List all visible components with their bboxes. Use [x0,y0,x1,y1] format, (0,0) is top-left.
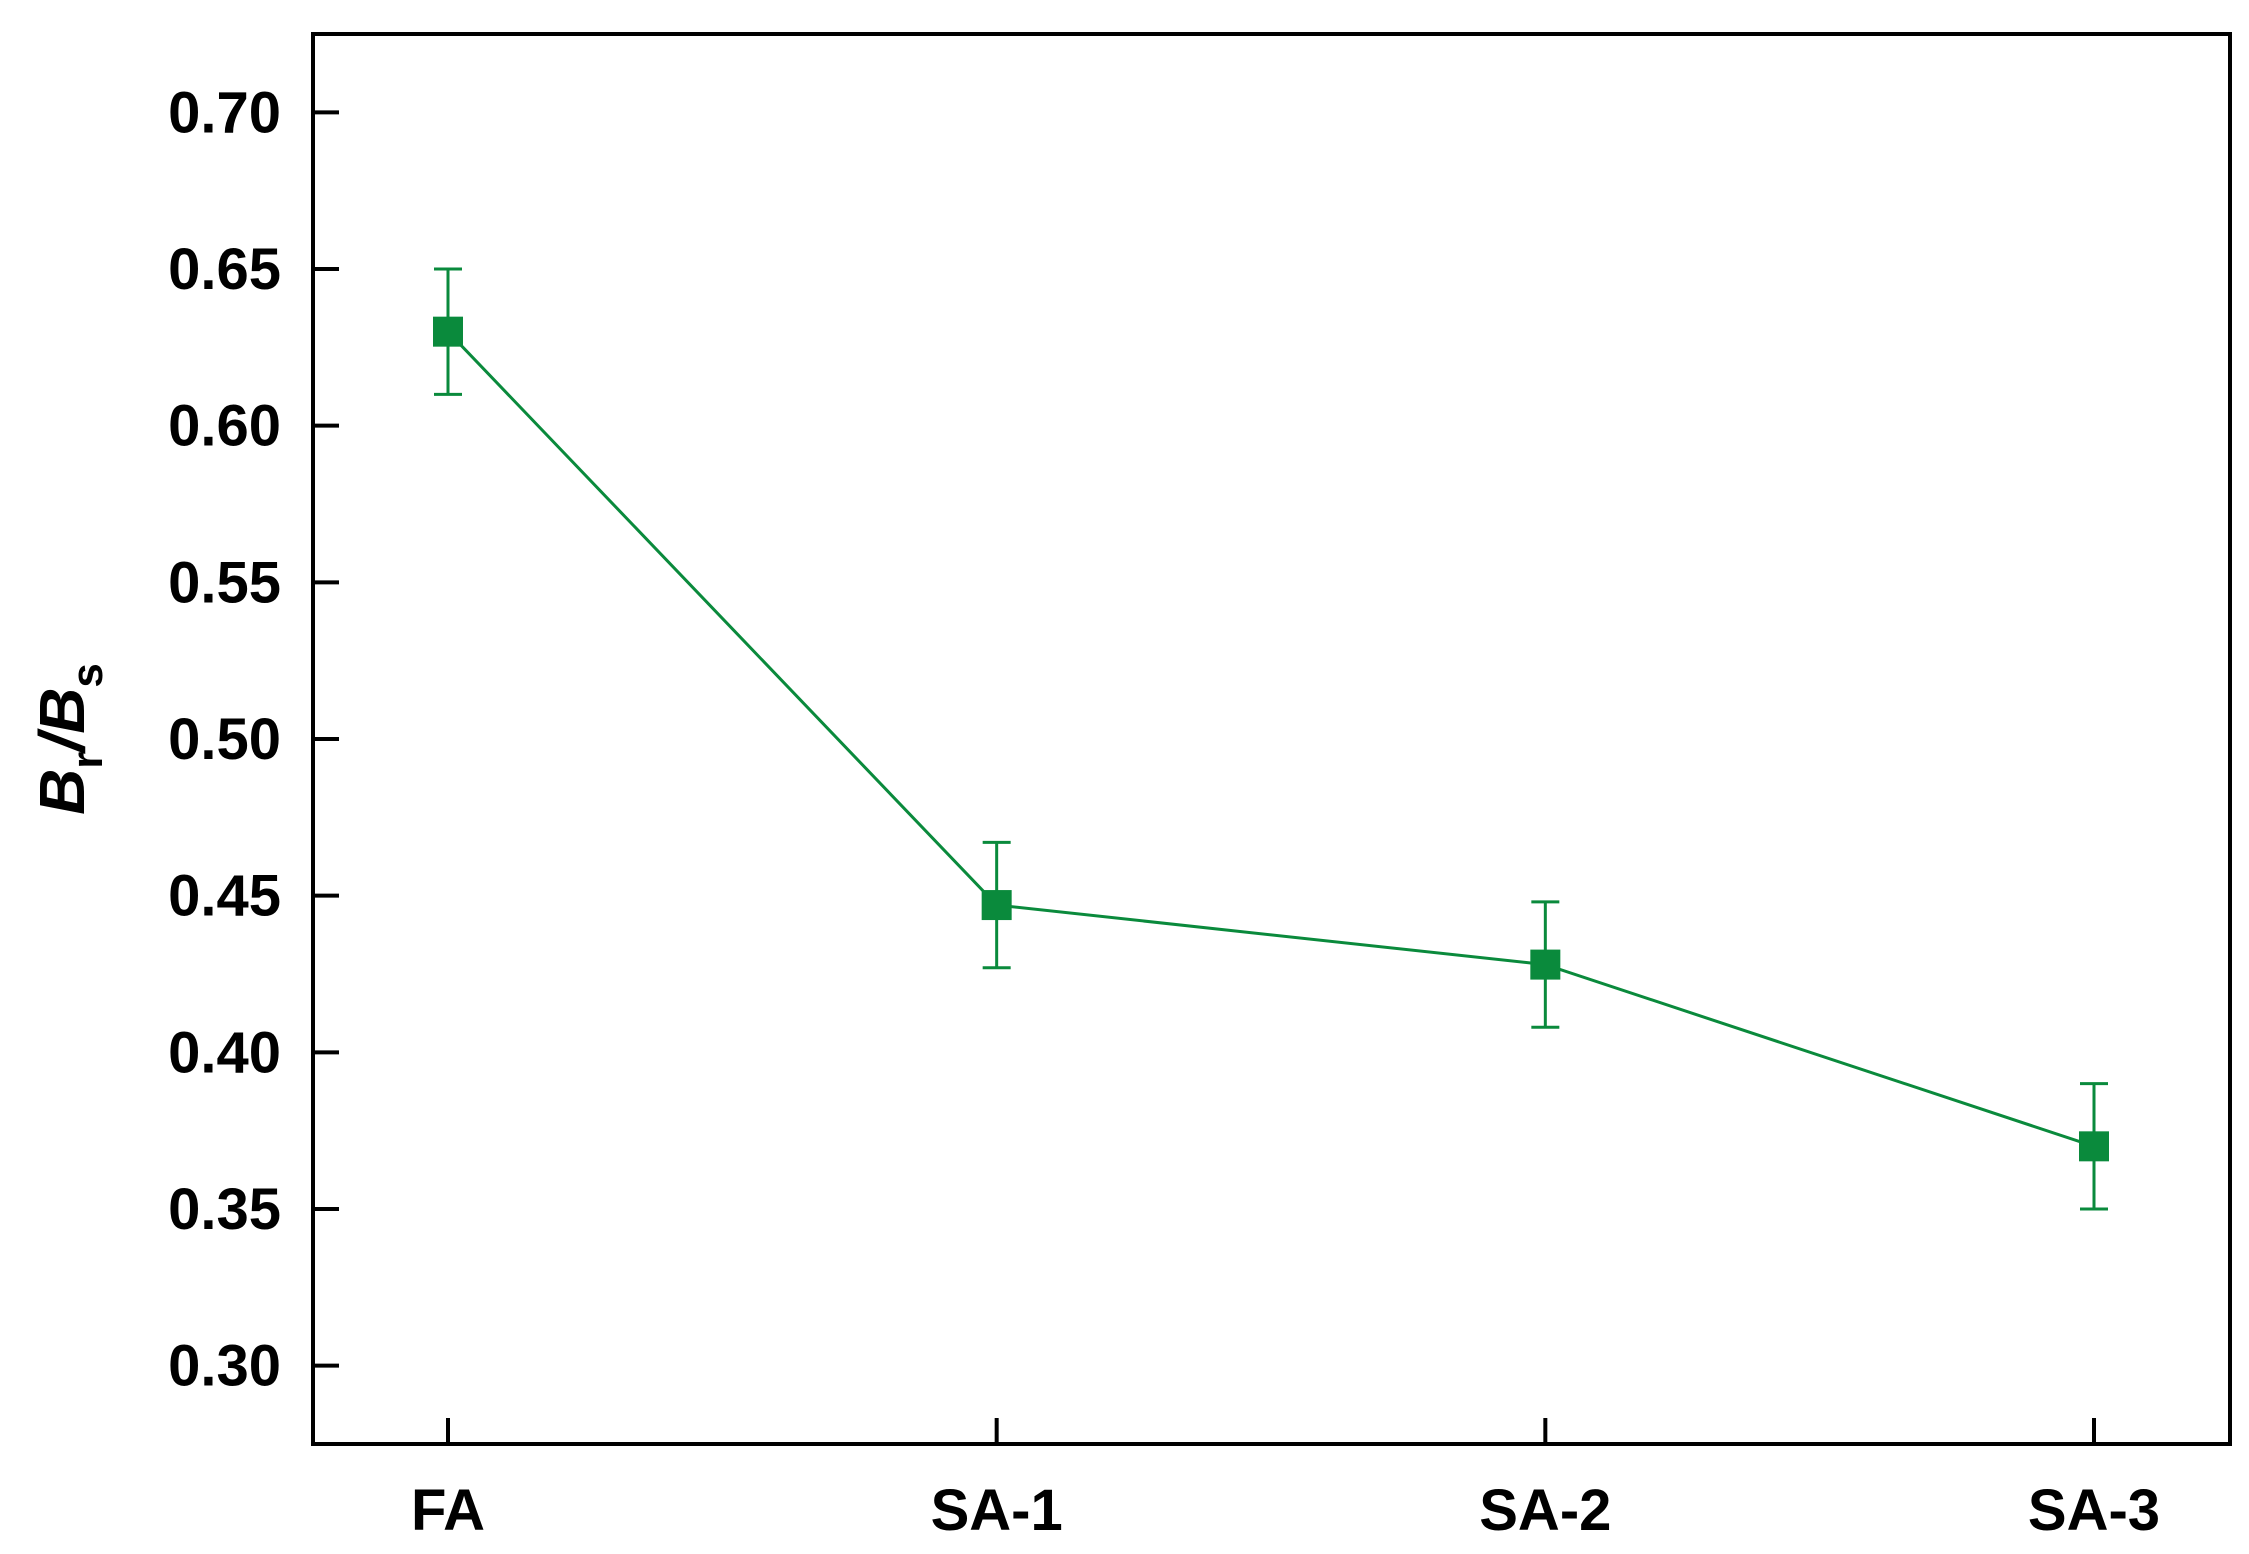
y-tick-label: 0.70 [168,80,281,145]
x-tick-label: FA [411,1478,485,1543]
y-label-sub-r: r [63,752,112,769]
y-tick-label: 0.50 [168,707,281,772]
y-label-b1: B [26,769,98,815]
series-line [446,330,2095,1148]
y-label-sub-s: s [63,663,112,687]
x-tick-label: SA-1 [931,1478,1063,1543]
x-tick-label: SA-2 [1479,1478,1611,1543]
y-tick-label: 0.65 [168,237,281,302]
y-tick-label: 0.35 [168,1177,281,1242]
y-tick-label: 0.55 [168,550,281,615]
data-point [433,316,463,347]
data-point [2079,1131,2109,1162]
x-tick-label: SA-3 [2028,1478,2160,1543]
y-label-b2: B [26,688,98,734]
y-tick-label: 0.30 [168,1334,281,1399]
x-axis-ticks: FA SA-1 SA-2 SA-3 [411,1418,2160,1543]
plot-frame [311,32,2232,1446]
y-tick-label: 0.45 [168,864,281,929]
data-point [1530,949,1561,980]
y-tick-label: 0.60 [168,394,281,459]
data-series [433,267,2109,1211]
data-point [981,890,1012,921]
y-axis-label: Br/Bs [26,663,112,815]
y-tick-label: 0.40 [168,1020,281,1085]
y-axis-ticks: 0.30 0.35 0.40 0.45 0.50 0.55 0.60 0.65 0.70 [168,80,339,1399]
